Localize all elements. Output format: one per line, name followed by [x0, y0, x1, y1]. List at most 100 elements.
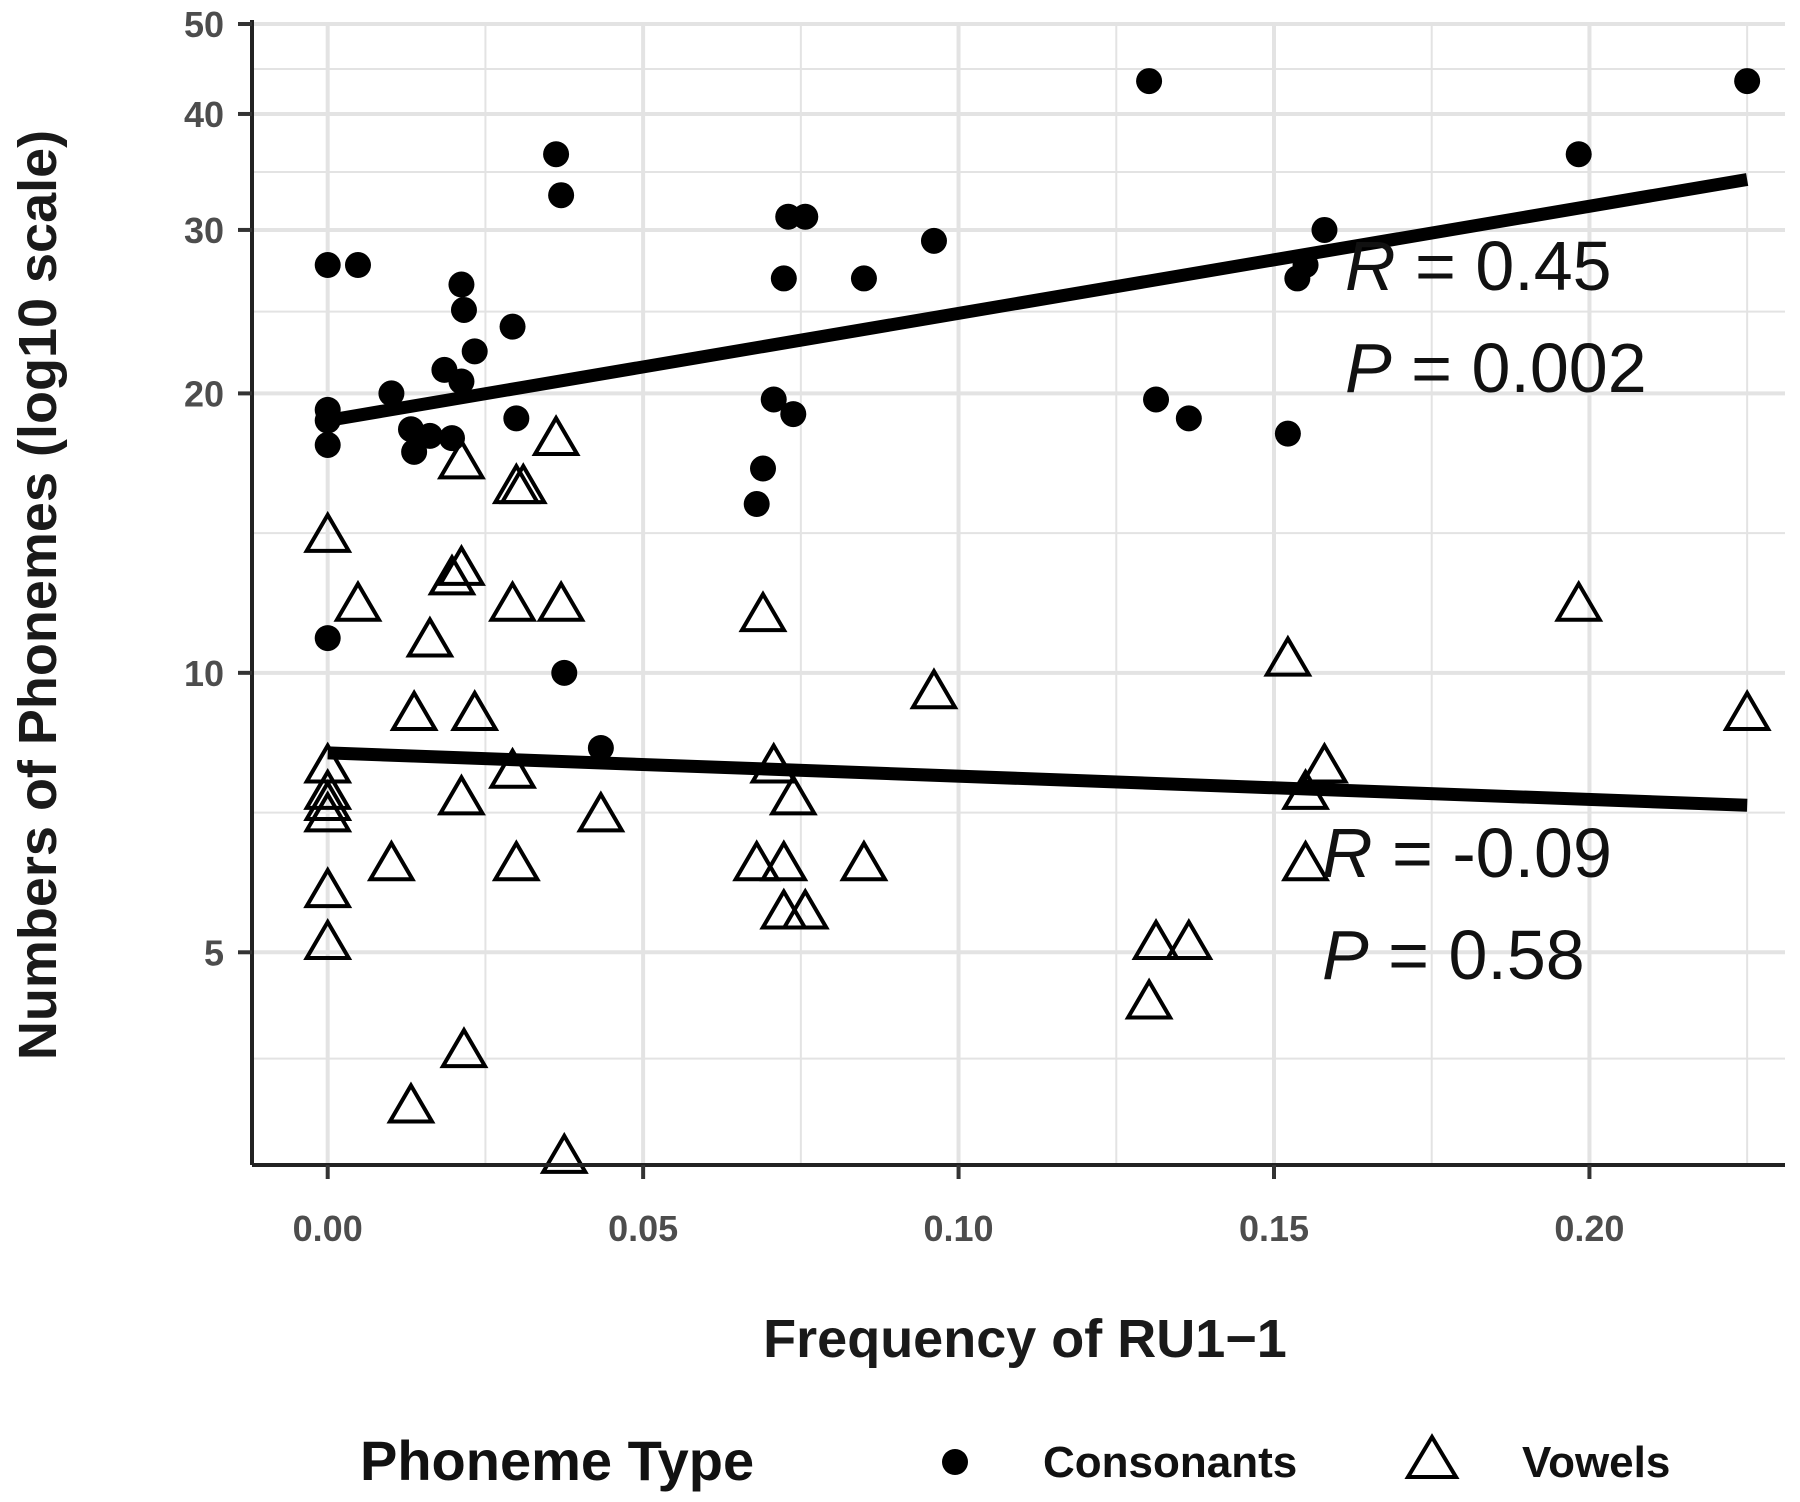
point-vowels — [1722, 689, 1772, 731]
point-vowels — [436, 773, 486, 816]
point-consonants — [543, 141, 570, 168]
point-vowels — [450, 689, 500, 731]
point-vowels — [498, 462, 548, 505]
point-consonants — [850, 265, 877, 292]
point-vowels — [427, 553, 477, 596]
point-consonants — [1136, 68, 1163, 95]
point-consonants — [448, 368, 475, 395]
point-vowels — [303, 790, 353, 833]
point-consonants — [499, 313, 526, 340]
point-vowels — [1299, 741, 1349, 784]
point-consonants — [1175, 405, 1202, 432]
point-vowels — [333, 579, 383, 622]
y-axis-title: Numbers of Phonemes (log10 scale) — [8, 130, 68, 1060]
point-vowels — [839, 839, 889, 882]
point-consonants — [401, 438, 428, 465]
point-consonants — [1565, 141, 1592, 168]
point-consonants — [1274, 420, 1301, 447]
point-vowels — [768, 773, 818, 816]
y-tick-label: 10 — [184, 653, 224, 694]
y-tick-label: 50 — [184, 4, 224, 45]
point-vowels — [366, 839, 416, 882]
y-tick-label: 30 — [184, 210, 224, 251]
point-vowels — [576, 790, 626, 833]
x-axis-title: Frequency of RU1−1 — [763, 1309, 1287, 1369]
point-consonants — [448, 271, 475, 298]
point-vowels — [780, 887, 830, 930]
point-vowels — [749, 741, 799, 784]
point-vowels — [303, 778, 353, 821]
p-value-vowels: P = 0.58 — [1322, 916, 1585, 994]
point-vowels — [909, 667, 959, 710]
point-vowels — [303, 866, 353, 909]
point-vowels — [405, 615, 455, 658]
point-consonants — [587, 734, 614, 761]
r-value-consonants: R = 0.45 — [1345, 227, 1612, 305]
x-tick-label: 0.20 — [1554, 1208, 1624, 1249]
r-value-vowels: R = -0.09 — [1322, 814, 1612, 892]
point-vowels — [1554, 579, 1604, 622]
point-vowels — [303, 510, 353, 553]
point-vowels — [488, 746, 538, 789]
point-consonants — [1143, 386, 1170, 413]
x-axis-ticks: 0.00 0.05 0.10 0.15 0.20 — [293, 1165, 1624, 1249]
point-consonants — [780, 401, 807, 428]
trend-line-vowels — [327, 746, 1748, 812]
point-consonants — [1292, 252, 1319, 279]
point-vowels — [732, 839, 782, 882]
point-consonants — [920, 227, 947, 254]
point-vowels — [386, 1081, 436, 1124]
point-consonants — [461, 338, 488, 365]
legend-marker-vowels — [1404, 1433, 1460, 1479]
point-consonants — [314, 252, 341, 279]
point-vowels — [531, 414, 581, 457]
point-vowels — [436, 437, 486, 480]
legend-label-consonants: Consonants — [1043, 1438, 1297, 1487]
point-vowels — [1164, 918, 1214, 960]
point-vowels — [1281, 839, 1331, 882]
data-points — [303, 68, 1772, 1174]
x-tick-label: 0.15 — [1239, 1208, 1309, 1249]
point-vowels — [389, 689, 439, 731]
x-tick-label: 0.05 — [608, 1208, 678, 1249]
point-consonants — [750, 455, 776, 482]
point-consonants — [1311, 216, 1338, 243]
point-vowels — [1263, 634, 1313, 677]
point-consonants — [551, 659, 578, 686]
axes — [250, 20, 1785, 1167]
point-vowels — [738, 590, 788, 633]
legend-marker-consonants — [942, 1449, 968, 1475]
p-value-consonants: P = 0.002 — [1345, 329, 1647, 407]
y-tick-label: 5 — [204, 932, 224, 973]
point-consonants — [792, 203, 819, 230]
point-vowels — [1281, 767, 1331, 810]
y-tick-label: 40 — [184, 94, 224, 135]
x-tick-label: 0.10 — [924, 1208, 994, 1249]
point-vowels — [488, 579, 538, 622]
point-consonants — [450, 296, 477, 323]
point-consonants — [314, 431, 341, 458]
stat-annotations: R = 0.45 P = 0.002 R = -0.09 P = 0.58 — [1322, 227, 1647, 994]
point-consonants — [503, 405, 530, 432]
trend-line-consonants — [326, 173, 1749, 427]
legend-label-vowels: Vowels — [1522, 1438, 1670, 1487]
y-tick-label: 20 — [184, 373, 224, 414]
point-vowels — [303, 767, 353, 810]
y-axis-ticks: 5 10 20 30 40 50 — [184, 4, 252, 973]
point-vowels — [439, 1026, 489, 1069]
point-vowels — [303, 918, 353, 960]
point-vowels — [436, 543, 486, 586]
point-vowels — [536, 579, 586, 622]
point-consonants — [548, 182, 575, 209]
point-consonants — [314, 407, 341, 434]
point-vowels — [1131, 918, 1181, 960]
trend-lines — [326, 173, 1749, 812]
legend: Phoneme Type Consonants Vowels — [360, 1429, 1670, 1492]
point-vowels — [759, 887, 809, 930]
point-consonants — [770, 265, 797, 292]
point-vowels — [491, 462, 541, 505]
legend-title: Phoneme Type — [360, 1429, 754, 1492]
point-consonants — [760, 386, 787, 413]
point-vowels — [491, 839, 541, 882]
